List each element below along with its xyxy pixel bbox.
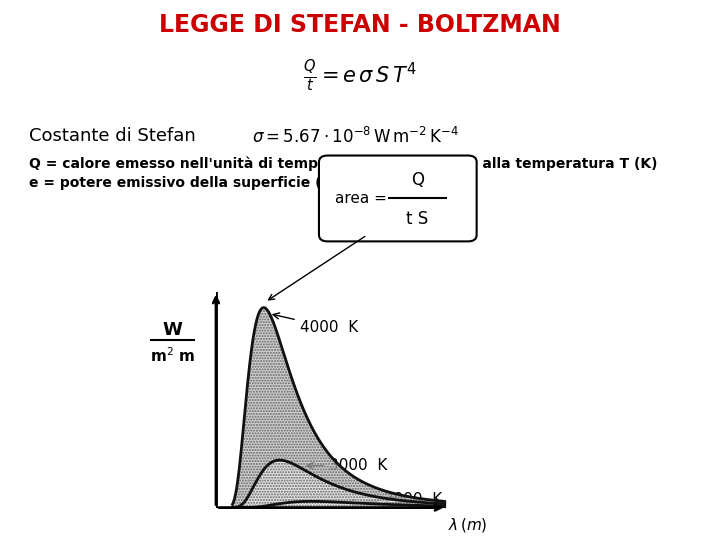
Text: area =: area = <box>335 191 392 206</box>
Text: m$^2$ m: m$^2$ m <box>150 347 195 366</box>
Text: W: W <box>163 321 183 339</box>
Text: $\lambda\,(m)$: $\lambda\,(m)$ <box>449 516 487 534</box>
Text: Q: Q <box>411 171 424 189</box>
Text: e = potere emissivo della superficie (0≤e≤1): e = potere emissivo della superficie (0≤… <box>29 176 380 190</box>
Text: $\frac{Q}{t}=e\,\sigma\,S\,T^4$: $\frac{Q}{t}=e\,\sigma\,S\,T^4$ <box>303 57 417 93</box>
FancyBboxPatch shape <box>319 156 477 241</box>
Text: 2000  K: 2000 K <box>348 491 442 507</box>
Text: 4000  K: 4000 K <box>273 313 358 335</box>
Text: Costante di Stefan: Costante di Stefan <box>29 127 196 145</box>
Text: Q = calore emesso nell'unità di tempo dalla superficie  S  alla temperatura T (K: Q = calore emesso nell'unità di tempo da… <box>29 157 657 171</box>
Text: $\sigma = 5.67\cdot10^{-8}\,\mathrm{W\,m^{-2}\,K^{-4}}$: $\sigma = 5.67\cdot10^{-8}\,\mathrm{W\,m… <box>252 127 459 147</box>
Text: t S: t S <box>407 210 428 228</box>
Text: 3000  K: 3000 K <box>307 457 387 472</box>
Text: LEGGE DI STEFAN - BOLTZMAN: LEGGE DI STEFAN - BOLTZMAN <box>159 14 561 37</box>
